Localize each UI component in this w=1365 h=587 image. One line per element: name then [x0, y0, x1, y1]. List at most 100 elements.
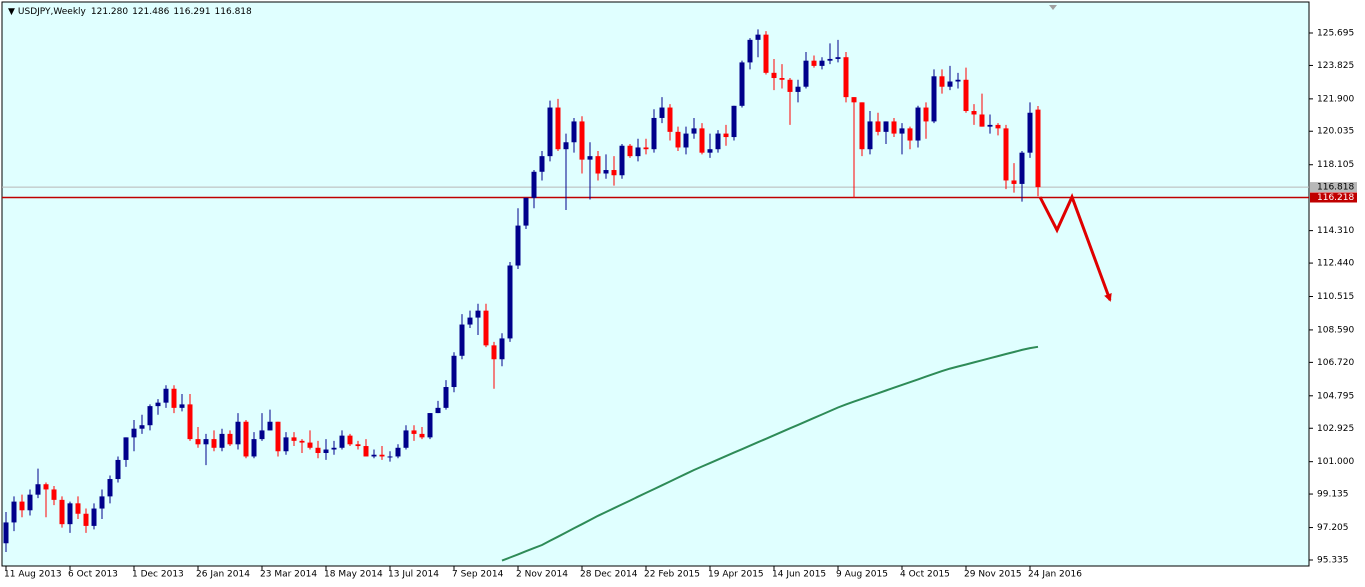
- x-tick-label: 29 Nov 2015: [964, 570, 1022, 580]
- candle-body: [595, 156, 601, 174]
- moving-average: [501, 345, 1039, 562]
- candle-body: [555, 107, 561, 150]
- y-tick-label: 106.720: [1317, 358, 1354, 368]
- y-tick-label: 108.590: [1317, 325, 1354, 335]
- chart-header: ▼ USDJPY,Weekly 121.280 121.486 116.291 116.8…: [8, 7, 252, 17]
- candle-body: [235, 421, 241, 445]
- candle-body: [387, 456, 393, 458]
- x-tick-label: 22 Feb 2015: [644, 570, 700, 580]
- candle-body: [43, 484, 49, 490]
- candle-body: [947, 81, 953, 87]
- candle-body: [227, 433, 233, 445]
- candle-body: [803, 60, 809, 87]
- shift-marker: [1049, 5, 1057, 10]
- candle-body: [931, 76, 937, 122]
- candle-body: [259, 430, 265, 440]
- candle-body: [499, 338, 505, 360]
- candle-body: [163, 388, 169, 403]
- x-tick-label: 24 Jan 2016: [1028, 570, 1082, 580]
- price-label-box: [1310, 182, 1357, 193]
- y-tick-label: 118.105: [1317, 160, 1354, 170]
- candle-body: [763, 34, 769, 73]
- x-tick-label: 28 Dec 2014: [580, 570, 638, 580]
- candle-body: [147, 406, 153, 426]
- candle-body: [275, 421, 281, 452]
- arrow-icon: ▼: [8, 7, 15, 17]
- candle-body: [1003, 128, 1009, 181]
- candle-body: [267, 421, 273, 431]
- candle-body: [491, 345, 497, 360]
- candle-body: [475, 310, 481, 318]
- candle-body: [115, 459, 121, 480]
- candle-body: [139, 425, 145, 429]
- plot-area: [1, 1, 1310, 567]
- candle-body: [155, 402, 161, 407]
- candle-body: [67, 503, 73, 525]
- candle-body: [91, 508, 97, 526]
- candle-body: [619, 145, 625, 176]
- candle-body: [179, 404, 185, 408]
- candle-body: [283, 437, 289, 452]
- candle-body: [467, 317, 473, 325]
- candle-body: [347, 435, 353, 445]
- candle-body: [771, 72, 777, 79]
- candle-body: [507, 265, 513, 339]
- y-tick-label: 101.000: [1317, 457, 1354, 467]
- x-tick-label: 4 Oct 2015: [900, 570, 950, 580]
- candle-body: [75, 503, 81, 514]
- candle-body: [635, 147, 641, 157]
- candle-body: [979, 114, 985, 127]
- candle-body: [379, 454, 385, 457]
- candle-body: [211, 439, 217, 448]
- candle-body: [3, 522, 9, 544]
- candle-body: [203, 439, 209, 445]
- candle-body: [835, 57, 841, 59]
- candle-body: [427, 413, 433, 438]
- candle-body: [691, 128, 697, 134]
- candle-body: [739, 62, 745, 106]
- candle-body: [891, 121, 897, 134]
- candle-body: [403, 430, 409, 448]
- x-tick-label: 14 Jun 2015: [772, 570, 826, 580]
- y-tick-label: 102.925: [1317, 424, 1354, 434]
- x-tick-label: 6 Oct 2013: [68, 570, 118, 580]
- price-label: 116.218: [1317, 193, 1354, 203]
- candle-body: [355, 444, 361, 447]
- candle-body: [1019, 152, 1025, 184]
- candle-body: [19, 501, 25, 511]
- y-tick-label: 95.335: [1317, 556, 1349, 566]
- candle-body: [571, 121, 577, 143]
- x-tick-label: 9 Aug 2015: [836, 570, 888, 580]
- x-tick-label: 23 Mar 2014: [260, 570, 317, 580]
- candle-body: [651, 117, 657, 150]
- candle-body: [483, 310, 489, 346]
- candle-body: [187, 404, 193, 440]
- header-close: 116.818: [215, 7, 252, 17]
- candle-body: [875, 121, 881, 132]
- y-tick-label: 123.825: [1317, 61, 1354, 71]
- candle-body: [955, 79, 961, 82]
- x-tick-label: 11 Aug 2013: [4, 570, 62, 580]
- candle-body: [675, 131, 681, 148]
- y-tick-label: 121.900: [1317, 94, 1354, 104]
- candle-body: [899, 128, 905, 134]
- candle-body: [731, 105, 737, 138]
- candle-body: [643, 147, 649, 150]
- candle-body: [395, 447, 401, 457]
- price-label: 116.818: [1317, 183, 1354, 193]
- candle-body: [1035, 109, 1041, 188]
- candle-body: [779, 78, 785, 80]
- x-tick-label: 2 Nov 2014: [516, 570, 568, 580]
- candle-body: [371, 454, 377, 457]
- candle-body: [563, 142, 569, 150]
- header-open: 121.280: [91, 7, 128, 17]
- candle-body: [339, 435, 345, 448]
- candle-body: [747, 39, 753, 63]
- candle-body: [251, 439, 257, 457]
- candle-body: [171, 388, 177, 408]
- candle-body: [987, 124, 993, 127]
- candle-body: [411, 430, 417, 434]
- candle-body: [547, 107, 553, 157]
- candle-body: [923, 107, 929, 122]
